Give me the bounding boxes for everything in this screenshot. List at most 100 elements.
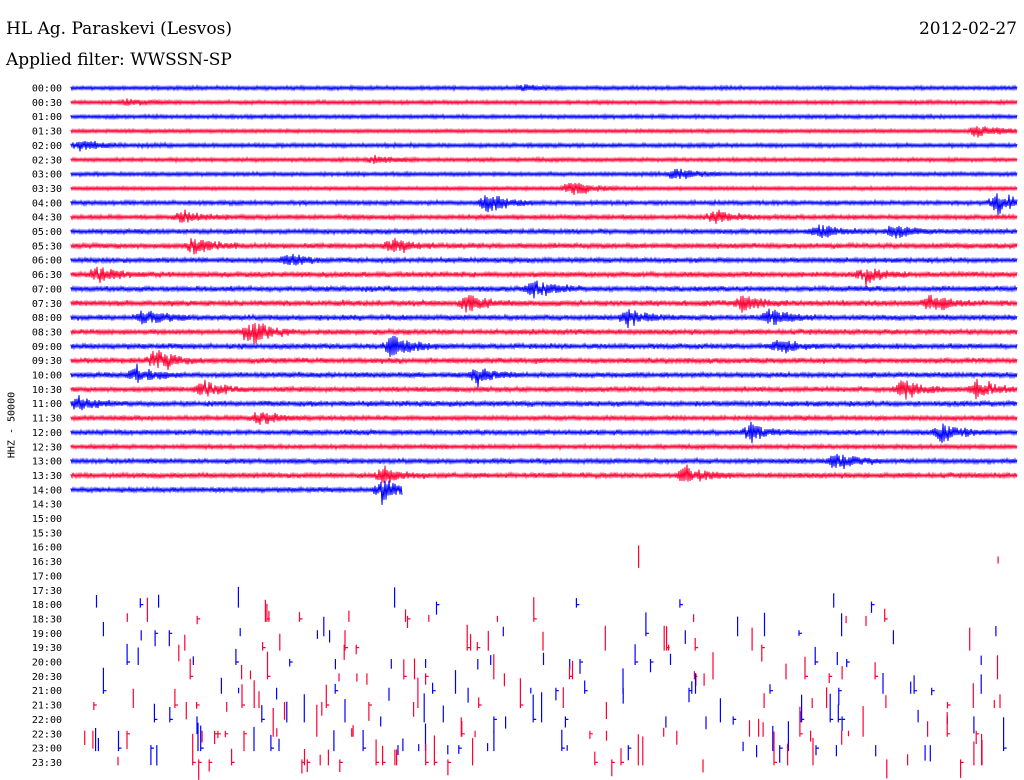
glitch-spikes [102,667,982,706]
time-label: 05:30 [32,241,62,252]
glitch-spikes [126,597,888,628]
trace-line [70,453,1018,470]
trace-line [70,480,403,506]
time-label: 09:30 [32,356,62,367]
time-label: 12:30 [32,442,62,453]
time-label: 22:30 [32,729,62,740]
time-label: 01:00 [32,112,62,123]
time-label: 23:00 [32,744,62,755]
time-label: 23:30 [32,758,62,769]
time-label: 16:30 [32,557,62,568]
glitch-spikes [95,586,875,615]
trace-line [70,350,1018,371]
station-title: HL Ag. Paraskevi (Lesvos) [6,19,232,39]
trace-line [70,253,1018,266]
trace-line [70,395,1018,411]
time-label: 12:00 [32,428,62,439]
time-label: 08:30 [32,327,62,338]
trace-glitches [95,717,1007,766]
time-label: 10:00 [32,371,62,382]
time-label: 13:30 [32,471,62,482]
time-label: 17:30 [32,586,62,597]
glitch-spikes [189,651,999,687]
time-label: 03:30 [32,184,62,195]
glitch-spikes [153,692,975,734]
glitch-spikes [102,612,997,647]
glitch-spikes [93,677,1001,721]
trace-line [70,464,1018,484]
trace-glitches [178,624,971,662]
glitch-spikes [95,717,1007,766]
trace-glitches [84,704,980,752]
time-label: 00:30 [32,98,62,109]
time-label: 19:30 [32,643,62,654]
trace-glitches [126,597,888,628]
trace-line [70,193,1018,215]
time-label: 07:30 [32,299,62,310]
time-label: 07:00 [32,284,62,295]
time-label: 19:00 [32,629,62,640]
time-label: 06:30 [32,270,62,281]
glitch-spikes [178,624,971,662]
time-label: 16:00 [32,543,62,554]
trace-line [70,168,1018,180]
trace-line [70,154,1018,165]
time-label: 01:30 [32,127,62,138]
trace-line [70,322,1018,345]
time-label: 08:00 [32,313,62,324]
time-label: 21:00 [32,686,62,697]
trace-glitches [117,731,983,780]
trace-glitches [95,586,875,615]
time-label: 04:00 [32,198,62,209]
time-label: 02:00 [32,141,62,152]
trace-line [70,421,1018,444]
time-label: 22:00 [32,715,62,726]
trace-line [70,280,1018,299]
time-label: 09:00 [32,342,62,353]
trace-line [70,209,1018,224]
trace-glitches [153,692,975,734]
glitch-spikes [126,643,982,674]
trace-line [70,126,1018,138]
time-label: 11:30 [32,414,62,425]
trace-line [70,335,1018,357]
time-label: 05:00 [32,227,62,238]
time-label: 06:00 [32,256,62,267]
time-label: 15:00 [32,514,62,525]
trace-line [70,140,1018,152]
trace-glitches [102,612,997,647]
time-label: 14:30 [32,500,62,511]
time-label: 18:30 [32,614,62,625]
time-label: 00:00 [32,84,62,95]
trace-line [70,84,1018,93]
trace-glitches [189,651,999,687]
trace-glitches [126,643,982,674]
time-label: 21:30 [32,701,62,712]
trace-line [70,442,1018,452]
trace-line [70,412,1018,425]
time-label: 20:30 [32,672,62,683]
glitch-spikes [84,704,980,752]
trace-line [70,308,1018,329]
trace-line [70,98,1018,107]
time-label: 18:00 [32,600,62,611]
time-label: 20:00 [32,658,62,669]
time-label: 14:00 [32,485,62,496]
trace-glitches [102,667,982,706]
trace-line [70,294,1018,313]
trace-line [70,363,1018,388]
trace-glitches [93,677,1001,721]
glitch-spikes [638,545,999,568]
time-label: 17:00 [32,571,62,582]
trace-line [70,182,1018,196]
trace-line [70,112,1018,121]
glitch-spikes [117,731,983,780]
time-label: 03:00 [32,170,62,181]
trace-line [70,237,1018,255]
trace-line [70,224,1018,239]
time-label: 04:30 [32,213,62,224]
time-label: 10:30 [32,385,62,396]
trace-line [70,378,1018,400]
filter-label: Applied filter: WWSSN-SP [6,50,232,70]
